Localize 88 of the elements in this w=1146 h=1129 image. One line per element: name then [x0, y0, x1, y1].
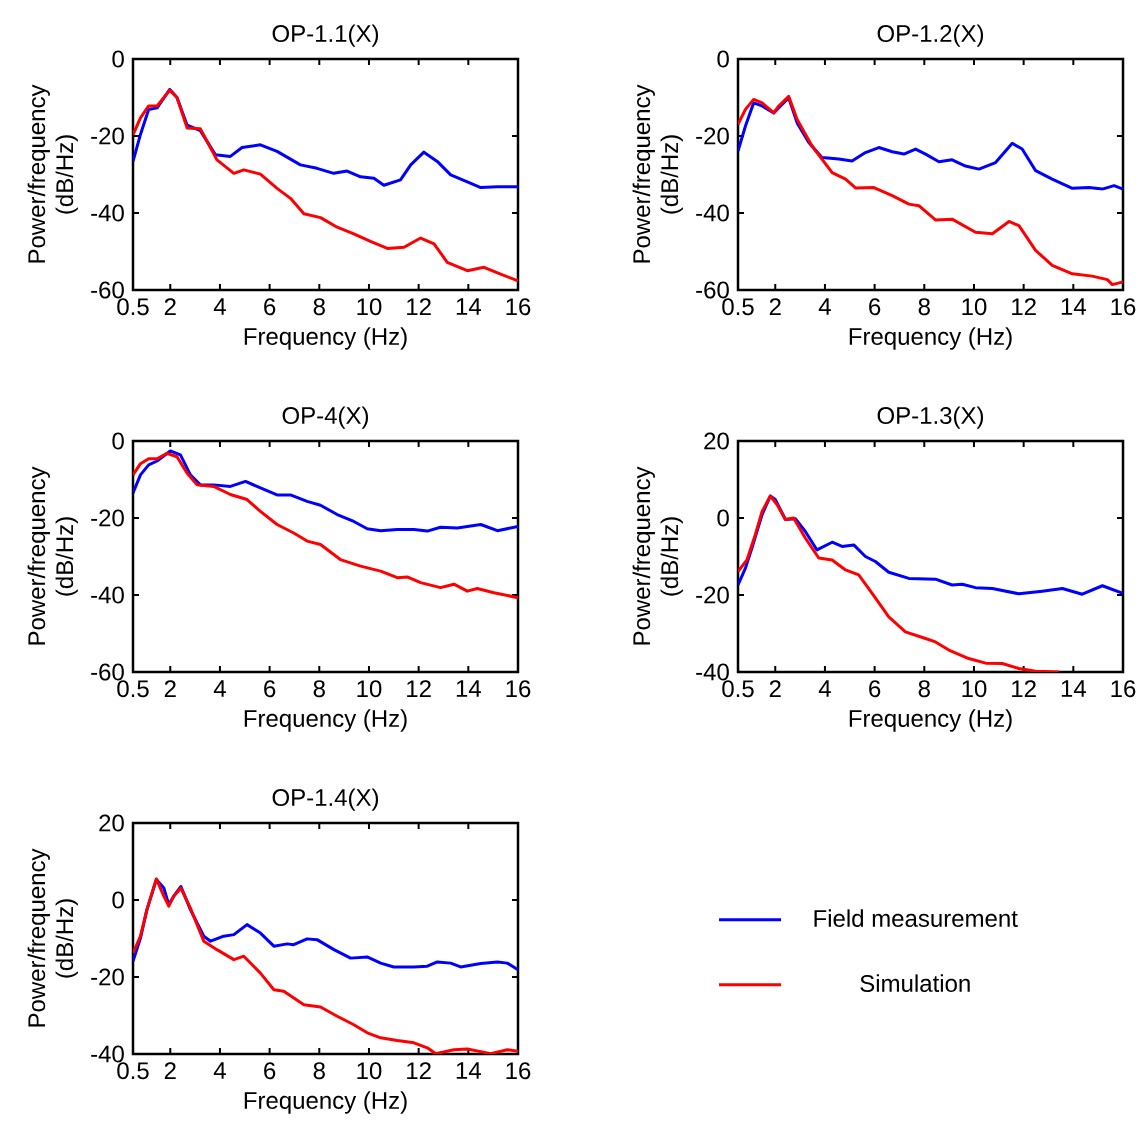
line-series [133, 451, 518, 600]
line-series [738, 94, 1123, 287]
text: Simulation [860, 974, 970, 992]
x-tick-label: 10 [357, 1062, 382, 1080]
x-axis-title: Frequency (Hz) [244, 1091, 407, 1114]
y-tick-label: -60 [91, 663, 124, 681]
x-tick-label: 2 [769, 298, 781, 315]
x-tick-label: 6 [264, 298, 276, 316]
x-tick-label: 0.5 [117, 298, 149, 316]
x-tick-label: 6 [869, 680, 881, 698]
x-axis-title: Frequency (Hz) [244, 327, 407, 350]
x-tick-label: 6 [264, 1062, 276, 1080]
x-tick-label: 8 [313, 1062, 325, 1080]
chart-title: OP-1.4(X) [272, 788, 379, 811]
x-axis-title: Frequency (Hz) [244, 709, 407, 732]
legend-label: Field measurement [814, 909, 1018, 927]
x-tick-label: 8 [918, 298, 930, 316]
x-tick-label: 14 [1061, 680, 1086, 697]
y-axis-title: Power/frequency (dB/Hz) [27, 84, 78, 263]
x-tick-label: 0.5 [117, 680, 149, 698]
y-axis-title: Power/frequency (dB/Hz) [27, 848, 78, 1027]
x-tick-label: 2 [769, 680, 781, 697]
y-tick-label: 20 [704, 432, 729, 450]
x-tick-label: 8 [313, 298, 325, 316]
x-tick-label: 10 [962, 680, 987, 698]
x-tick-label: 4 [213, 298, 226, 315]
chart-title: OP-1.1(X) [272, 24, 379, 47]
x-tick-label: 6 [869, 298, 881, 316]
y-tick-label: 0 [717, 50, 729, 68]
y-tick-label: -20 [91, 127, 124, 145]
chart-title: OP-1.2(X) [877, 24, 984, 47]
y-tick-label: 0 [112, 50, 124, 68]
y-tick-label: 20 [99, 814, 124, 832]
x-tick-label: 2 [164, 680, 176, 697]
x-tick-label: 16 [1111, 680, 1136, 698]
x-tick-label: 12 [407, 680, 431, 697]
y-tick-label: -40 [91, 1045, 124, 1063]
y-tick-label: 0 [112, 432, 124, 450]
x-tick-label: 16 [506, 680, 531, 698]
chart-title: OP-1.3(X) [877, 406, 984, 429]
line-series [133, 88, 518, 283]
x-tick-label: 16 [1111, 298, 1136, 316]
line-series [738, 494, 1061, 672]
x-tick-label: 10 [357, 680, 382, 698]
x-tick-label: 0.5 [722, 680, 754, 698]
x-tick-label: 6 [264, 680, 276, 698]
x-axis-title: Frequency (Hz) [849, 327, 1012, 350]
x-tick-label: 2 [164, 298, 176, 315]
x-tick-label: 8 [313, 680, 325, 698]
y-axis-title: Power/frequency (dB/Hz) [632, 466, 683, 645]
y-axis-title: Power/frequency (dB/Hz) [27, 466, 78, 645]
x-tick-label: 4 [818, 298, 831, 315]
y-tick-label: -60 [91, 281, 124, 299]
x-tick-label: 16 [506, 1062, 531, 1080]
x-tick-label: 4 [213, 1062, 226, 1079]
y-tick-label: -40 [91, 586, 124, 604]
line-series [133, 449, 518, 533]
x-tick-label: 0.5 [722, 298, 754, 316]
x-tick-label: 10 [357, 298, 382, 316]
y-tick-label: 0 [717, 509, 729, 527]
x-tick-label: 16 [506, 298, 531, 316]
x-tick-label: 0.5 [117, 1062, 149, 1080]
y-tick-label: -20 [696, 127, 729, 145]
x-tick-label: 12 [1012, 298, 1036, 315]
x-tick-label: 4 [818, 680, 831, 697]
x-tick-label: 12 [407, 298, 431, 315]
x-axis-title: Frequency (Hz) [849, 709, 1012, 732]
x-tick-label: 2 [164, 1062, 176, 1079]
x-tick-label: 10 [962, 298, 987, 316]
y-tick-label: -40 [696, 663, 729, 681]
x-tick-label: 12 [1012, 680, 1036, 697]
y-tick-label: -40 [91, 204, 124, 222]
chart-title: OP-4(X) [282, 406, 369, 429]
y-tick-label: -20 [91, 509, 124, 527]
x-tick-label: 14 [1061, 298, 1086, 315]
y-tick-label: -60 [696, 281, 729, 299]
x-tick-label: 14 [456, 298, 481, 315]
y-tick-label: -40 [696, 204, 729, 222]
y-tick-label: -20 [696, 586, 729, 604]
y-tick-label: -20 [91, 968, 124, 986]
y-axis-title: Power/frequency (dB/Hz) [632, 84, 683, 263]
x-tick-label: 12 [407, 1062, 431, 1079]
x-tick-label: 14 [456, 680, 481, 697]
y-tick-label: 0 [112, 891, 124, 909]
x-tick-label: 4 [213, 680, 226, 697]
x-tick-label: 14 [456, 1062, 481, 1079]
line-series [133, 877, 518, 1054]
x-tick-label: 8 [918, 680, 930, 698]
